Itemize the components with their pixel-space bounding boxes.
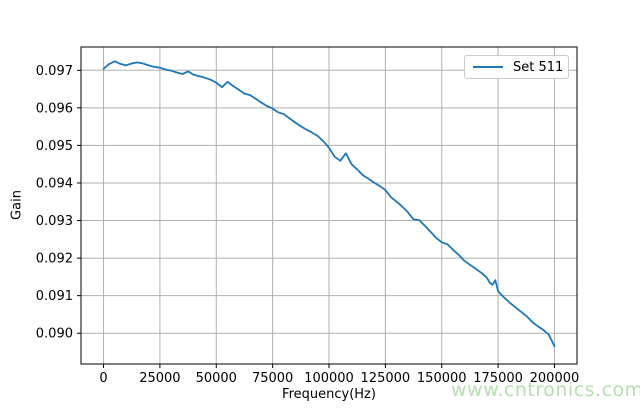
x-axis-label: Frequency(Hz) (282, 387, 376, 402)
x-tick-label: 200000 (530, 371, 580, 386)
x-tick-label: 25000 (139, 371, 180, 386)
x-tick-label: 0 (99, 371, 107, 386)
legend: Set 511 (464, 55, 569, 79)
x-tick-label: 50000 (196, 371, 237, 386)
y-tick-label: 0.095 (36, 139, 73, 154)
x-tick-label: 100000 (304, 371, 354, 386)
x-tick-label: 125000 (361, 371, 411, 386)
y-tick-label: 0.094 (36, 176, 73, 191)
y-axis-label: Gain (9, 190, 25, 220)
y-tick-label: 0.090 (36, 327, 73, 342)
legend-label: Set 511 (513, 59, 564, 75)
series-line (102, 60, 556, 348)
watermark-text: www.cntronics.com (451, 379, 640, 401)
y-tick-label: 0.092 (36, 252, 73, 267)
x-tick-label: 175000 (473, 371, 523, 386)
x-tick-label: 75000 (252, 371, 293, 386)
y-tick-label: 0.097 (36, 64, 73, 79)
y-tick-label: 0.096 (36, 101, 73, 116)
legend-line-swatch (473, 66, 503, 68)
y-tick-label: 0.093 (36, 214, 73, 229)
y-tick-label: 0.091 (36, 289, 73, 304)
x-tick-label: 150000 (417, 371, 467, 386)
